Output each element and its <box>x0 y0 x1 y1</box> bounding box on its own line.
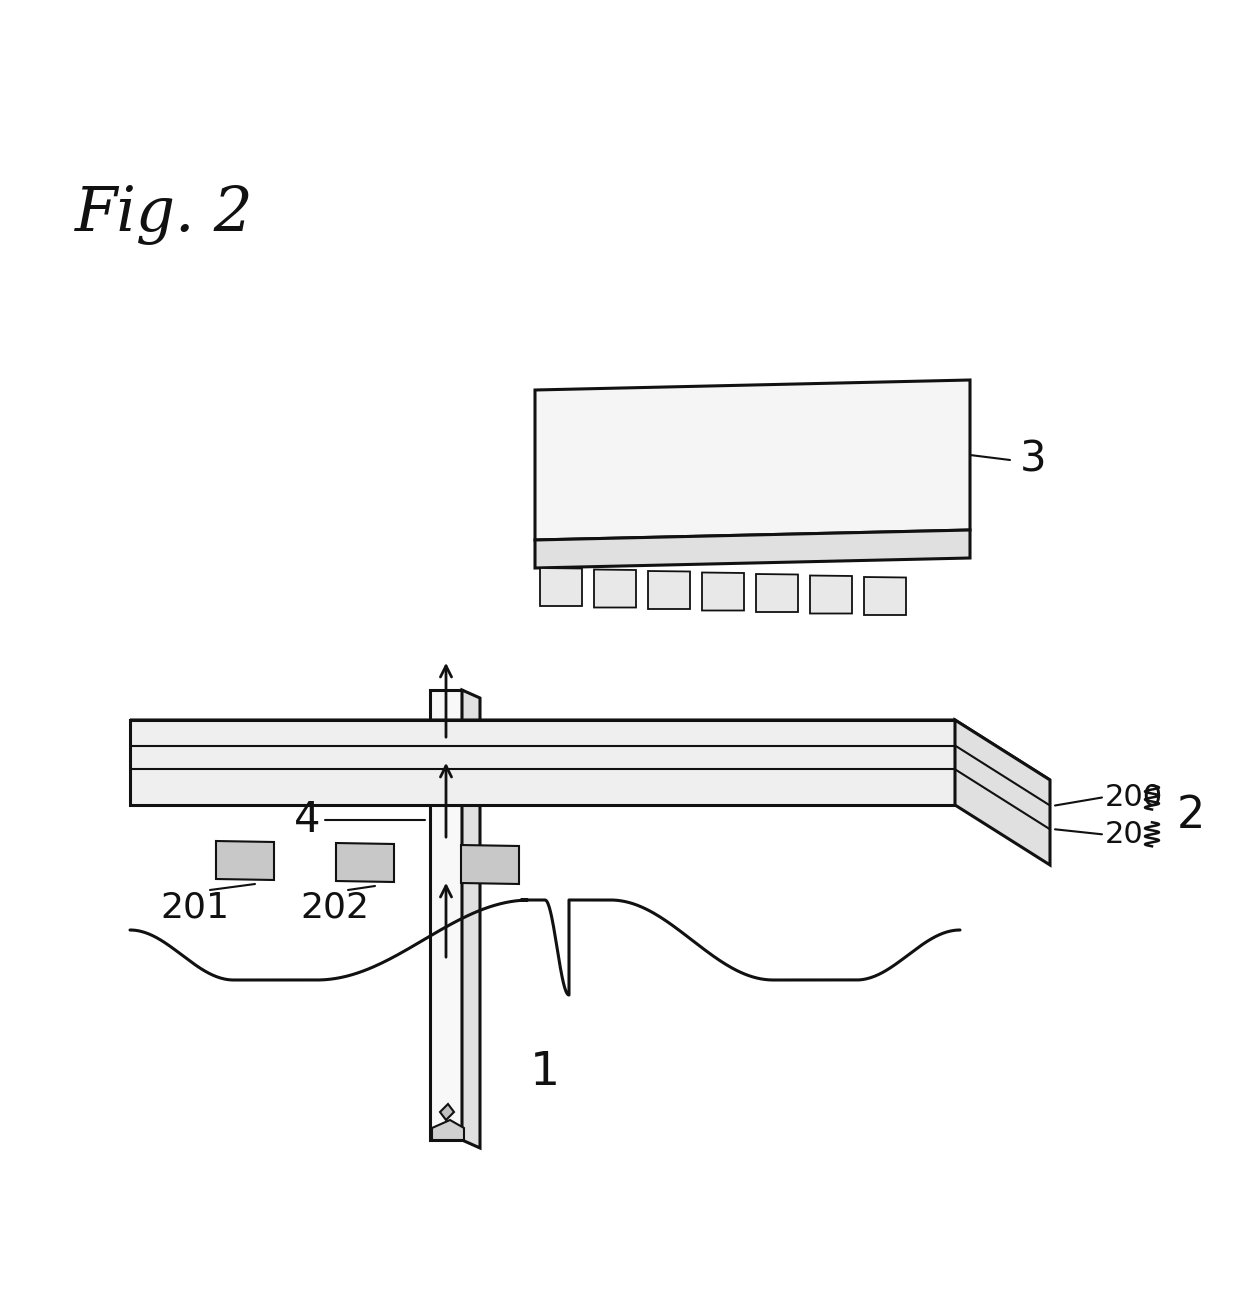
Polygon shape <box>216 840 274 881</box>
Polygon shape <box>649 572 689 609</box>
Text: 202: 202 <box>300 890 370 924</box>
Text: 201: 201 <box>160 890 229 924</box>
Text: 2: 2 <box>1177 794 1205 838</box>
Polygon shape <box>594 569 636 608</box>
Polygon shape <box>440 1104 454 1120</box>
Polygon shape <box>534 380 970 540</box>
Text: 3: 3 <box>1021 440 1047 481</box>
Polygon shape <box>756 574 799 612</box>
Polygon shape <box>810 575 852 613</box>
Text: 4: 4 <box>294 799 320 840</box>
Polygon shape <box>534 530 970 568</box>
Polygon shape <box>461 846 520 884</box>
Polygon shape <box>432 1120 464 1140</box>
Text: 20: 20 <box>1105 820 1143 848</box>
Polygon shape <box>430 690 463 1140</box>
Text: 200: 200 <box>1105 784 1163 812</box>
Polygon shape <box>130 720 1050 780</box>
Polygon shape <box>955 720 1050 865</box>
Text: 1: 1 <box>529 1050 560 1095</box>
Polygon shape <box>702 573 744 610</box>
Polygon shape <box>463 690 480 1148</box>
Polygon shape <box>336 843 394 882</box>
Polygon shape <box>130 720 955 806</box>
Text: Fig. 2: Fig. 2 <box>74 185 254 244</box>
Polygon shape <box>539 568 582 606</box>
Polygon shape <box>864 577 906 615</box>
